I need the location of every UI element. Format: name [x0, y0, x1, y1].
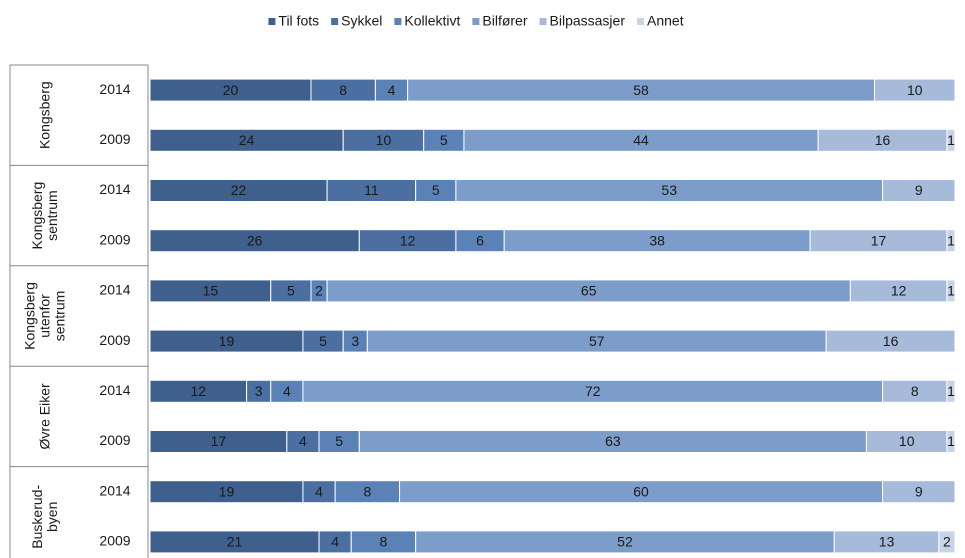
data-label: 5	[440, 132, 448, 148]
group-label: Buskerud-	[29, 485, 45, 549]
data-label: 17	[871, 232, 887, 248]
y-tick-label: 2014	[99, 181, 130, 197]
data-label: 8	[911, 383, 919, 399]
data-label: 19	[219, 483, 235, 499]
data-label: 44	[633, 132, 649, 148]
data-label: 4	[331, 534, 339, 550]
data-label: 52	[617, 534, 633, 550]
legend-label: Til fots	[278, 13, 319, 29]
legend: Til fots Sykkel Kollektivt Bilfører Bilpassa…	[268, 13, 684, 29]
bar-segment	[946, 279, 956, 303]
data-label: 65	[581, 283, 597, 299]
data-label: 2	[943, 534, 951, 550]
data-label: 60	[633, 483, 649, 499]
bar-segment	[938, 530, 956, 554]
data-label: 5	[287, 283, 295, 299]
data-label: 24	[239, 132, 255, 148]
data-label: 1	[947, 383, 955, 399]
data-label: 17	[211, 433, 227, 449]
data-label: 19	[219, 333, 235, 349]
data-label: 1	[947, 232, 955, 248]
y-tick-label: 2009	[99, 131, 130, 147]
data-label: 8	[339, 82, 347, 98]
data-label: 12	[191, 383, 207, 399]
data-label: 21	[227, 534, 243, 550]
bar-segment	[946, 128, 956, 152]
data-label: 12	[891, 283, 907, 299]
y-tick-label: 2014	[99, 282, 130, 298]
data-label: 4	[388, 82, 396, 98]
y-tick-label: 2014	[99, 482, 130, 498]
legend-label: Kollektivt	[404, 13, 460, 29]
legend-swatch	[539, 18, 547, 25]
y-tick-label: 2014	[99, 81, 130, 97]
data-label: 4	[283, 383, 291, 399]
data-label: 5	[319, 333, 327, 349]
legend-label: Bilfører	[482, 13, 527, 29]
legend-swatch	[637, 18, 644, 25]
legend-swatch	[394, 18, 402, 25]
data-label: 10	[899, 433, 915, 449]
data-label: 20	[223, 82, 239, 98]
y-tick-label: 2009	[99, 332, 130, 348]
group-label: Kongsberg	[22, 282, 38, 350]
y-tick-label: 2009	[99, 432, 130, 448]
bar-segment	[825, 329, 956, 353]
data-label: 9	[915, 182, 923, 198]
data-label: 2	[315, 283, 323, 299]
legend-label: Sykkel	[341, 13, 382, 29]
group-label: byen	[44, 502, 60, 532]
data-label: 8	[380, 534, 388, 550]
data-label: 26	[247, 232, 263, 248]
data-label: 4	[315, 483, 323, 499]
data-label: 5	[335, 433, 343, 449]
data-label: 72	[585, 383, 601, 399]
legend-label: Bilpassasjer	[550, 13, 626, 29]
data-label: 53	[661, 182, 677, 198]
y-tick-label: 2009	[99, 533, 130, 549]
data-label: 13	[879, 534, 895, 550]
data-label: 1	[947, 132, 955, 148]
data-label: 16	[875, 132, 891, 148]
bar-segment	[874, 78, 956, 102]
legend-swatch	[268, 18, 276, 25]
data-label: 16	[883, 333, 899, 349]
group-label: Øvre Eiker	[37, 383, 53, 449]
data-label: 11	[364, 182, 379, 198]
data-label: 38	[649, 232, 665, 248]
data-label: 10	[376, 132, 392, 148]
y-tick-label: 2014	[99, 382, 130, 398]
data-label: 3	[255, 383, 263, 399]
legend-swatch	[472, 18, 480, 25]
group-label: Kongsberg	[29, 182, 45, 250]
bar-segment	[946, 229, 956, 253]
bar-segment	[946, 379, 956, 403]
group-label: Kongsberg	[37, 81, 53, 149]
data-label: 1	[947, 283, 955, 299]
data-label: 63	[605, 433, 621, 449]
data-label: 10	[907, 82, 923, 98]
bar-segment	[882, 179, 956, 202]
group-label: sentrum	[52, 291, 68, 342]
data-label: 58	[633, 82, 649, 98]
data-label: 12	[400, 232, 416, 248]
data-label: 9	[915, 483, 923, 499]
data-label: 15	[203, 283, 219, 299]
bar-segment	[882, 480, 956, 504]
legend-swatch	[331, 18, 339, 25]
data-label: 6	[476, 232, 484, 248]
data-label: 8	[363, 483, 371, 499]
legend-label: Annet	[647, 13, 684, 29]
group-label: utenfor	[37, 294, 53, 338]
bar-segment	[946, 430, 956, 453]
data-label: 3	[351, 333, 359, 349]
data-label: 4	[299, 433, 307, 449]
y-tick-label: 2009	[99, 231, 130, 247]
data-label: 1	[947, 433, 955, 449]
data-label: 57	[589, 333, 605, 349]
data-label: 5	[432, 182, 440, 198]
data-label: 22	[231, 182, 247, 198]
group-label: sentrum	[44, 190, 60, 241]
